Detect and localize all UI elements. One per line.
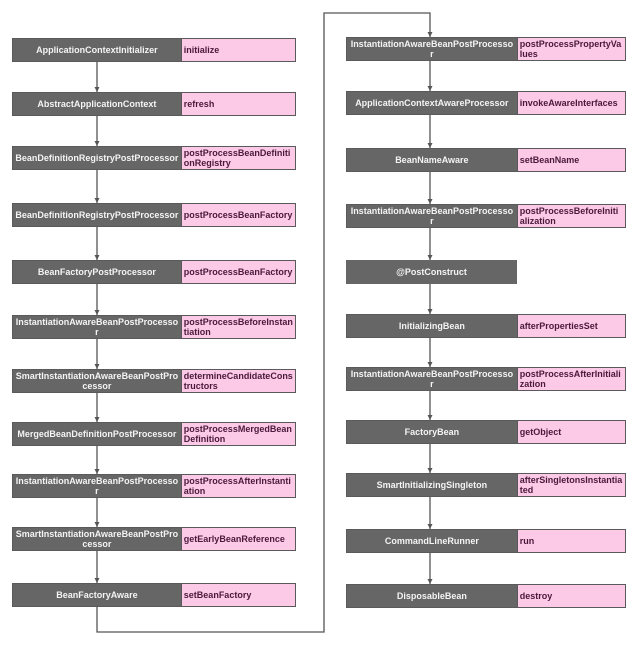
lifecycle-step: InstantiationAwareBeanPostProcessor postP…: [346, 204, 626, 228]
lifecycle-step: BeanDefinitionRegistryPostProcessor postP…: [12, 146, 296, 170]
step-method-name: setBeanFactory: [180, 584, 295, 606]
lifecycle-step: InstantiationAwareBeanPostProcessor postP…: [346, 367, 626, 391]
lifecycle-step: ApplicationContextAwareProcessor invokeAw…: [346, 91, 626, 115]
arrowhead-icon: [94, 522, 100, 527]
step-method-name: postProcessAfterInstantiation: [180, 475, 295, 497]
lifecycle-step: BeanDefinitionRegistryPostProcessor postP…: [12, 203, 296, 227]
step-method-name: getEarlyBeanReference: [180, 528, 295, 550]
lifecycle-step: BeanFactoryAware setBeanFactory: [12, 583, 296, 607]
arrowhead-icon: [94, 310, 100, 315]
step-class-name: BeanNameAware: [347, 149, 517, 171]
step-class-name: ApplicationContextInitializer: [13, 39, 181, 61]
arrowhead-icon: [427, 468, 433, 473]
step-method-name: postProcessBeanFactory: [180, 261, 295, 283]
step-class-name: FactoryBean: [347, 421, 517, 443]
step-method-name: setBeanName: [516, 149, 625, 171]
lifecycle-step: InstantiationAwareBeanPostProcessor postP…: [12, 474, 296, 498]
step-class-name: InstantiationAwareBeanPostProcessor: [13, 316, 181, 338]
step-method-name: invokeAwareInterfaces: [516, 92, 625, 114]
arrowhead-icon: [427, 309, 433, 314]
lifecycle-step: InitializingBean afterPropertiesSet: [346, 314, 626, 338]
lifecycle-step: MergedBeanDefinitionPostProcessor postPro…: [12, 422, 296, 446]
arrowhead-icon: [94, 469, 100, 474]
arrowhead-icon: [94, 198, 100, 203]
step-method-name: afterPropertiesSet: [516, 315, 625, 337]
arrowhead-icon: [94, 417, 100, 422]
step-method-name: getObject: [516, 421, 625, 443]
step-class-name: SmartInstantiationAwareBeanPostProcessor: [13, 370, 181, 392]
step-method-name: afterSingletonsInstantiated: [516, 474, 625, 496]
arrowhead-icon: [427, 415, 433, 420]
step-class-name: BeanFactoryPostProcessor: [13, 261, 181, 283]
lifecycle-step: BeanNameAware setBeanName: [346, 148, 626, 172]
step-method-name: postProcessPropertyValues: [516, 38, 625, 60]
step-class-name: SmartInitializingSingleton: [347, 474, 517, 496]
lifecycle-step: CommandLineRunner run: [346, 529, 626, 553]
step-class-name: InstantiationAwareBeanPostProcessor: [347, 205, 517, 227]
arrowhead-icon: [427, 524, 433, 529]
step-class-name: MergedBeanDefinitionPostProcessor: [13, 423, 181, 445]
lifecycle-step: InstantiationAwareBeanPostProcessor postP…: [12, 315, 296, 339]
column-connector-arrow: [96, 12, 431, 633]
lifecycle-step: @PostConstruct: [346, 260, 517, 284]
lifecycle-step: SmartInstantiationAwareBeanPostProcessor…: [12, 369, 296, 393]
step-method-name: initialize: [180, 39, 295, 61]
step-class-name: AbstractApplicationContext: [13, 93, 181, 115]
lifecycle-step: ApplicationContextInitializer initialize: [12, 38, 296, 62]
arrowhead-icon: [94, 87, 100, 92]
lifecycle-step: BeanFactoryPostProcessor postProcessBeanF…: [12, 260, 296, 284]
lifecycle-step: SmartInstantiationAwareBeanPostProcessor…: [12, 527, 296, 551]
arrowhead-icon: [94, 141, 100, 146]
step-method-name: refresh: [180, 93, 295, 115]
step-method-name: determineCandidateConstructors: [180, 370, 295, 392]
step-class-name: BeanDefinitionRegistryPostProcessor: [13, 147, 181, 169]
lifecycle-step: DisposableBean destroy: [346, 584, 626, 608]
arrowhead-icon: [427, 32, 433, 37]
step-class-name: InstantiationAwareBeanPostProcessor: [347, 368, 517, 390]
step-class-name: BeanDefinitionRegistryPostProcessor: [13, 204, 181, 226]
lifecycle-step: SmartInitializingSingleton afterSingleton…: [346, 473, 626, 497]
step-method-name: postProcessBeanDefinitionRegistry: [180, 147, 295, 169]
step-class-name: @PostConstruct: [346, 260, 517, 284]
step-method-name: postProcessMergedBeanDefinition: [180, 423, 295, 445]
step-class-name: BeanFactoryAware: [13, 584, 181, 606]
step-class-name: InstantiationAwareBeanPostProcessor: [13, 475, 181, 497]
step-class-name: InstantiationAwareBeanPostProcessor: [347, 38, 517, 60]
step-class-name: SmartInstantiationAwareBeanPostProcessor: [13, 528, 181, 550]
arrowhead-icon: [427, 255, 433, 260]
step-method-name: destroy: [516, 585, 625, 607]
step-method-name: postProcessBeforeInitialization: [516, 205, 625, 227]
arrowhead-icon: [427, 579, 433, 584]
arrowhead-icon: [94, 364, 100, 369]
step-method-name: postProcessAfterInitialization: [516, 368, 625, 390]
step-method-name: run: [516, 530, 625, 552]
arrowhead-icon: [427, 199, 433, 204]
arrowhead-icon: [427, 362, 433, 367]
lifecycle-step: InstantiationAwareBeanPostProcessor postP…: [346, 37, 626, 61]
step-class-name: CommandLineRunner: [347, 530, 517, 552]
step-class-name: ApplicationContextAwareProcessor: [347, 92, 517, 114]
step-class-name: InitializingBean: [347, 315, 517, 337]
arrowhead-icon: [427, 143, 433, 148]
step-method-name: postProcessBeanFactory: [180, 204, 295, 226]
step-class-name: DisposableBean: [347, 585, 517, 607]
lifecycle-step: FactoryBean getObject: [346, 420, 626, 444]
arrowhead-icon: [427, 86, 433, 91]
arrowhead-icon: [94, 255, 100, 260]
arrowhead-icon: [94, 578, 100, 583]
step-method-name: postProcessBeforeInstantiation: [180, 316, 295, 338]
lifecycle-step: AbstractApplicationContext refresh: [12, 92, 296, 116]
